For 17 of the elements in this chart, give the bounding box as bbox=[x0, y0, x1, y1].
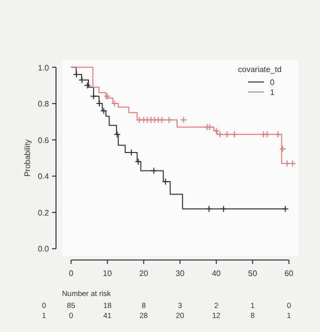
x-tick-label: 50 bbox=[248, 269, 258, 278]
x-tick-label: 10 bbox=[102, 269, 112, 278]
x-tick-label: 40 bbox=[212, 269, 222, 278]
x-tick-label: 0 bbox=[68, 269, 74, 278]
legend-title: covariate_td bbox=[238, 65, 282, 74]
y-tick-label: 0.8 bbox=[38, 100, 50, 109]
y-tick-label: 1.0 bbox=[38, 63, 50, 72]
y-tick-label: 0.0 bbox=[38, 244, 50, 254]
x-tick-label: 30 bbox=[176, 269, 185, 278]
y-tick-label: 0.4 bbox=[38, 172, 50, 182]
y-axis-title: Probability bbox=[23, 139, 32, 177]
y-tick-label: 0.2 bbox=[38, 208, 50, 218]
y-tick-label: 0.6 bbox=[38, 136, 50, 145]
legend-label: 1 bbox=[270, 88, 275, 97]
x-tick-label: 60 bbox=[284, 269, 294, 278]
legend-label: 0 bbox=[270, 78, 275, 87]
x-tick-label: 20 bbox=[139, 269, 149, 278]
